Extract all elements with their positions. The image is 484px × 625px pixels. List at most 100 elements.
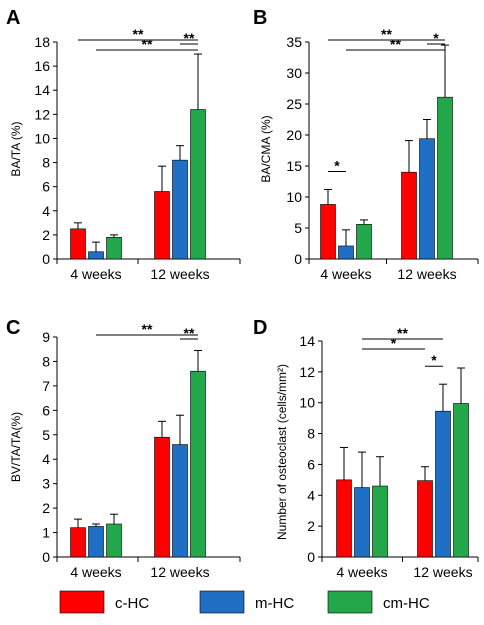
panel-b-ylabel: BA/CMA (%) (259, 115, 273, 182)
panel-d-bar-cm-hc-0 (372, 485, 388, 558)
panel-b-letter: B (253, 7, 267, 29)
panel-d-bar-m-hc-1 (435, 410, 451, 558)
panel-b-bar-c-hc-0 (320, 204, 336, 260)
panel-b-ytick-label-1: 5 (294, 220, 302, 236)
panel-d-sig-label-0: * (431, 352, 437, 368)
panel-d-ytick-label-5: 10 (299, 395, 315, 411)
panel-d-ytick-label-3: 6 (307, 456, 315, 472)
panel-a-xtick-label-0: 4 weeks (70, 266, 121, 282)
panel-a-bar-m-hc-1 (172, 159, 188, 260)
panel-a: A BA/TA (%) 0 2 4 6 8 10 12 14 16 18 4 weeks 12 wee… (6, 7, 241, 282)
panel-d-bar-m-hc-0 (354, 487, 370, 558)
panel-c-ytick-label-0: 0 (42, 549, 50, 565)
panel-a-ytick-label-3: 6 (42, 179, 50, 195)
panel-a-ytick-label-1: 2 (42, 227, 50, 243)
panel-d-sig-label-2: ** (397, 325, 408, 341)
panel-b-sig-label-0: * (334, 158, 340, 174)
panel-a-letter: A (6, 7, 20, 29)
panel-c-bar-c-hc-0 (70, 527, 86, 558)
panel-d-sig-label-1: * (391, 335, 397, 351)
panel-c-bar-cm-hc-0 (106, 523, 122, 558)
panel-a-ytick-label-0: 0 (42, 251, 50, 267)
panel-d-ytick-label-6: 12 (299, 364, 315, 380)
panel-b-bar-c-hc-1 (401, 171, 417, 260)
legend-label-c-hc: c-HC (115, 595, 149, 612)
legend-swatch-m-hc (199, 590, 245, 614)
panel-b: B BA/CMA (%) 0 5 10 15 20 25 30 35 4 weeks 12 wee… (253, 7, 479, 282)
panel-a-sig-label-2: ** (133, 26, 144, 42)
panel-c-ytick-label-6: 6 (42, 402, 50, 418)
panel-c: C BV/TA/TA(%) 0 1 2 3 4 5 6 7 8 9 4 weeks 12 weeks *… (6, 317, 241, 580)
panel-a-ytick-label-8: 16 (34, 58, 50, 74)
panel-b-bar-cm-hc-0 (356, 223, 372, 260)
panel-d-xtick-label-1: 12 weeks (413, 564, 472, 580)
panel-c-bar-m-hc-1 (172, 444, 188, 558)
panel-b-bar-cm-hc-1 (437, 96, 453, 260)
panel-a-sig-label-0: ** (184, 30, 195, 46)
panel-b-sig-label-2: ** (390, 36, 401, 52)
panel-c-sig-label-0: ** (184, 325, 195, 341)
panel-d-letter: D (253, 317, 267, 339)
panel-a-bar-c-hc-1 (154, 191, 170, 260)
panel-b-ytick-label-5: 25 (286, 96, 302, 112)
legend-swatch-c-hc (59, 590, 105, 614)
panel-c-ytick-label-4: 4 (42, 451, 50, 467)
panel-b-ytick-label-4: 20 (286, 127, 302, 143)
panel-c-bar-m-hc-0 (88, 526, 104, 558)
panel-b-ytick-label-0: 0 (294, 251, 302, 267)
panel-b-bar-m-hc-1 (419, 138, 435, 260)
panel-c-ytick-label-3: 3 (42, 476, 50, 492)
panel-d-ytick-label-0: 0 (307, 549, 315, 565)
panel-b-ytick-label-2: 10 (286, 189, 302, 205)
panel-a-ytick-label-9: 18 (34, 34, 50, 50)
panel-d-xtick-label-0: 4 weeks (336, 564, 387, 580)
panel-d-ytick-label-2: 4 (307, 487, 315, 503)
legend: c-HC m-HC cm-HC (59, 590, 430, 614)
panel-d-bar-c-hc-1 (417, 480, 433, 558)
panel-a-ytick-label-2: 4 (42, 203, 50, 219)
panel-a-sig-label-1: ** (142, 36, 153, 52)
panel-c-ytick-label-5: 5 (42, 427, 50, 443)
panel-a-xtick-label-1: 12 weeks (150, 266, 209, 282)
panel-c-bar-c-hc-1 (154, 436, 170, 558)
panel-b-xtick-label-1: 12 weeks (397, 266, 456, 282)
panel-c-ytick-label-9: 9 (42, 329, 50, 345)
panel-d-ytick-label-4: 8 (307, 426, 315, 442)
panel-a-ytick-label-6: 12 (34, 106, 50, 122)
panel-a-bar-cm-hc-0 (106, 237, 122, 260)
panel-a-ytick-label-5: 10 (34, 130, 50, 146)
panel-c-ytick-label-1: 1 (42, 525, 50, 541)
panel-c-ylabel: BV/TA/TA(%) (9, 412, 23, 482)
panel-d-ylabel: Number of osteoclast (cells/mm²) (275, 364, 289, 540)
panel-d-bar-c-hc-0 (336, 479, 352, 558)
panel-c-letter: C (6, 317, 20, 339)
panel-d-ytick-label-1: 2 (307, 518, 315, 534)
panel-a-bar-cm-hc-1 (190, 109, 206, 260)
panel-a-bar-m-hc-0 (88, 251, 104, 260)
panel-c-sig-label-1: ** (142, 321, 153, 337)
panel-b-ytick-label-6: 30 (286, 65, 302, 81)
panel-b-bar-m-hc-0 (338, 245, 354, 260)
panel-a-ylabel: BA/TA (%) (9, 121, 23, 176)
panel-d-bar-cm-hc-1 (453, 403, 469, 558)
panel-a-ytick-label-7: 14 (34, 82, 50, 98)
panel-c-bar-cm-hc-1 (190, 370, 206, 558)
legend-swatch-cm-hc (327, 590, 373, 614)
panel-c-ytick-label-7: 7 (42, 378, 50, 394)
panel-b-sig-label-3: ** (381, 26, 392, 42)
panel-c-xtick-label-0: 4 weeks (70, 564, 121, 580)
panel-d: D Number of osteoclast (cells/mm²) 0 2 4 6 8… (253, 317, 479, 580)
panel-c-ytick-label-2: 2 (42, 500, 50, 516)
legend-label-cm-hc: cm-HC (383, 595, 430, 612)
panel-a-bar-c-hc-0 (70, 228, 86, 260)
legend-label-m-hc: m-HC (255, 595, 294, 612)
panel-d-ytick-label-7: 14 (299, 333, 315, 349)
panel-a-ytick-label-4: 8 (42, 155, 50, 171)
panel-c-xtick-label-1: 12 weeks (150, 564, 209, 580)
panel-b-xtick-label-0: 4 weeks (320, 266, 371, 282)
panel-b-ytick-label-7: 35 (286, 34, 302, 50)
panel-b-sig-label-1: * (433, 30, 439, 46)
panel-c-ytick-label-8: 8 (42, 353, 50, 369)
panel-b-ytick-label-3: 15 (286, 158, 302, 174)
